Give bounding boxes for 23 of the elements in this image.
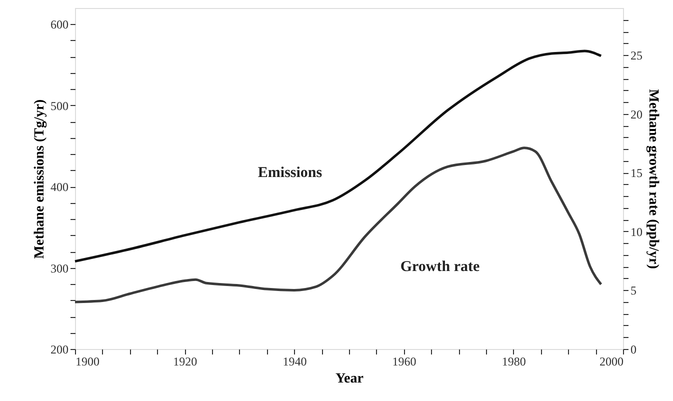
x-tick-label: 2000 bbox=[600, 354, 624, 368]
y-tick-label: 200 bbox=[50, 342, 68, 356]
y-tick-label: 500 bbox=[50, 98, 68, 113]
x-tick-label: 1960 bbox=[392, 354, 416, 368]
line-series bbox=[74, 146, 602, 304]
y2-tick-label: 5 bbox=[630, 284, 636, 298]
x-tick-label: 1900 bbox=[76, 354, 100, 368]
y-axis-title: Methane emissions (Tg/yr) bbox=[32, 98, 48, 259]
y-tick-label: 400 bbox=[50, 180, 68, 194]
y2-tick-label: 10 bbox=[630, 224, 642, 239]
x-axis-title: Year bbox=[336, 372, 364, 386]
y2-axis-title: Methane growth rate (ppb/yr) bbox=[646, 89, 660, 270]
y-tick-label: 300 bbox=[50, 261, 68, 276]
x-tick-label: 1980 bbox=[502, 354, 526, 368]
y2-tick-label: 25 bbox=[630, 48, 642, 63]
y2-tick-label: 20 bbox=[630, 107, 642, 122]
x-tick-label: 1920 bbox=[173, 354, 198, 368]
annotation: Growth rate bbox=[400, 259, 480, 275]
y2-tick-label: 15 bbox=[630, 166, 642, 180]
x-tick-label: 1940 bbox=[282, 354, 307, 368]
y-tick-label: 600 bbox=[50, 18, 68, 32]
y2-tick-label: 0 bbox=[630, 342, 636, 356]
annotation: Emissions bbox=[258, 165, 322, 181]
